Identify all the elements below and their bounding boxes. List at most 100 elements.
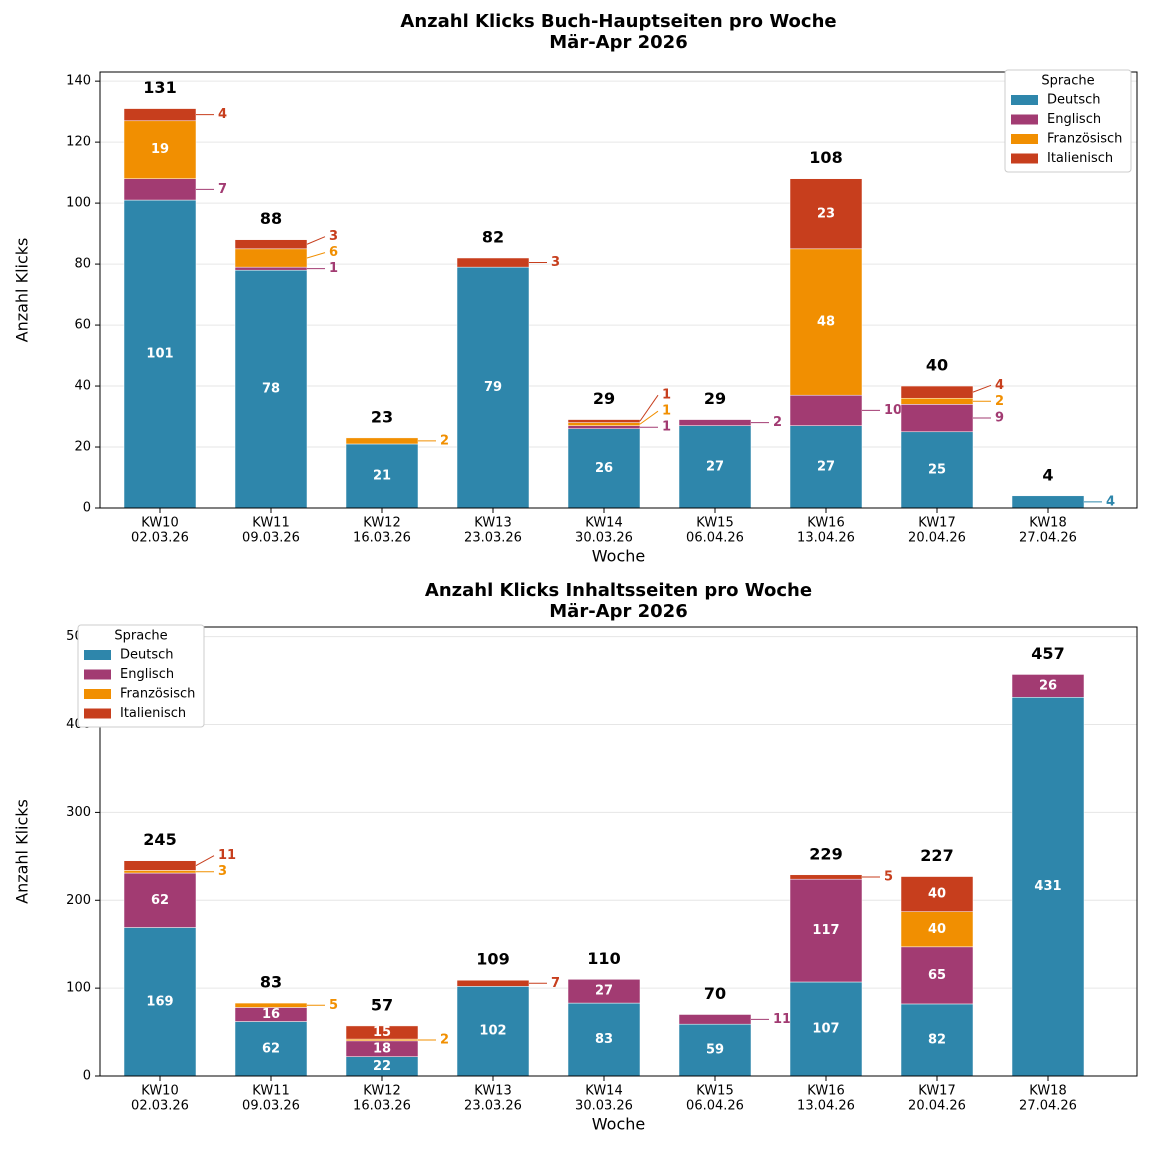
y-tick-label: 20 — [74, 440, 91, 455]
x-tick-label: KW11 — [252, 516, 289, 531]
legend-swatch — [84, 689, 111, 699]
bar — [123, 870, 197, 874]
chart-title: Anzahl Klicks Inhaltsseiten pro Woche — [425, 580, 812, 601]
legend-title: Sprache — [114, 629, 167, 644]
value-label: 102 — [479, 1024, 506, 1039]
x-tick-label: 16.03.26 — [353, 531, 411, 546]
x-tick-label: KW16 — [807, 516, 844, 531]
y-tick-label: 40 — [74, 379, 91, 394]
x-tick-label: KW17 — [918, 516, 955, 531]
value-label: 27 — [595, 984, 613, 999]
bar — [123, 108, 197, 122]
bar — [234, 239, 308, 250]
bar — [678, 1014, 752, 1025]
value-label: 83 — [595, 1032, 613, 1047]
total-label: 82 — [482, 227, 504, 246]
x-tick-label: KW14 — [585, 516, 622, 531]
value-label: 59 — [706, 1043, 724, 1058]
value-label: 27 — [817, 459, 835, 474]
bar — [789, 178, 863, 250]
value-label: 10 — [884, 403, 902, 418]
bar — [234, 248, 308, 268]
value-label: 16 — [262, 1007, 280, 1022]
value-label: 5 — [884, 869, 893, 884]
bar — [234, 1002, 308, 1008]
x-tick-label: 06.04.26 — [686, 1099, 744, 1114]
bar — [123, 860, 197, 871]
bar — [900, 946, 974, 1005]
bar — [789, 874, 863, 880]
leader-line — [972, 384, 992, 393]
x-tick-label: 09.03.26 — [242, 1099, 300, 1114]
x-tick-label: KW11 — [252, 1084, 289, 1099]
leader-line — [639, 410, 659, 425]
value-label: 1 — [662, 388, 671, 403]
bar — [567, 979, 641, 1004]
bar — [1011, 697, 1085, 1077]
value-label: 2 — [440, 1032, 449, 1047]
bar — [234, 1021, 308, 1077]
bar — [123, 178, 197, 201]
bar — [789, 248, 863, 396]
chart-subtitle: Mär-Apr 2026 — [549, 32, 687, 53]
value-label: 3 — [551, 255, 560, 270]
x-tick-label: 13.04.26 — [797, 531, 855, 546]
y-tick-label: 200 — [66, 893, 91, 908]
bar — [1011, 674, 1085, 698]
legend-label: Französisch — [120, 687, 195, 702]
x-tick-label: KW10 — [141, 1084, 178, 1099]
leader-line — [639, 394, 659, 422]
x-tick-label: KW12 — [363, 1084, 400, 1099]
bar — [234, 266, 308, 271]
value-label: 23 — [817, 206, 835, 221]
bar — [123, 872, 197, 928]
total-label: 88 — [260, 209, 282, 228]
bar — [345, 437, 419, 445]
bar — [567, 425, 641, 429]
x-tick-label: 09.03.26 — [242, 531, 300, 546]
legend-label: Italienisch — [120, 706, 186, 721]
bar — [567, 419, 641, 423]
x-tick-label: KW15 — [696, 516, 733, 531]
value-label: 62 — [151, 893, 169, 908]
value-label: 82 — [928, 1032, 946, 1047]
total-label: 40 — [926, 356, 948, 375]
value-label: 25 — [928, 462, 946, 477]
value-label: 2 — [995, 394, 1004, 409]
leader-line — [195, 855, 215, 866]
value-label: 48 — [817, 315, 835, 330]
bar — [345, 1025, 419, 1040]
x-tick-label: KW10 — [141, 516, 178, 531]
plot-frame — [99, 626, 1138, 1077]
legend-swatch — [84, 650, 111, 660]
value-label: 40 — [928, 887, 946, 902]
legend-swatch — [84, 669, 111, 680]
value-label: 4 — [995, 378, 1004, 393]
x-tick-label: 23.03.26 — [464, 531, 522, 546]
bar — [900, 404, 974, 433]
value-label: 3 — [329, 229, 338, 244]
bar — [789, 425, 863, 509]
total-label: 109 — [476, 950, 509, 969]
y-tick-label: 300 — [66, 805, 91, 820]
bar — [900, 876, 974, 912]
y-tick-label: 60 — [74, 318, 91, 333]
x-tick-label: 06.04.26 — [686, 531, 744, 546]
value-label: 40 — [928, 922, 946, 937]
bar — [900, 911, 974, 948]
legend-label: Englisch — [1047, 112, 1101, 127]
plot-frame — [99, 71, 1138, 509]
x-tick-label: 02.03.26 — [131, 1099, 189, 1114]
y-axis-label: Anzahl Klicks — [13, 799, 32, 904]
x-axis-label: Woche — [592, 547, 645, 566]
x-tick-label: 30.03.26 — [575, 531, 633, 546]
total-label: 23 — [371, 407, 393, 426]
y-tick-label: 0 — [83, 1069, 91, 1084]
x-axis-label: Woche — [592, 1115, 645, 1134]
value-label: 7 — [218, 182, 227, 197]
total-label: 227 — [920, 846, 953, 865]
x-tick-label: KW16 — [807, 1084, 844, 1099]
total-label: 108 — [809, 148, 842, 167]
value-label: 7 — [551, 976, 560, 991]
